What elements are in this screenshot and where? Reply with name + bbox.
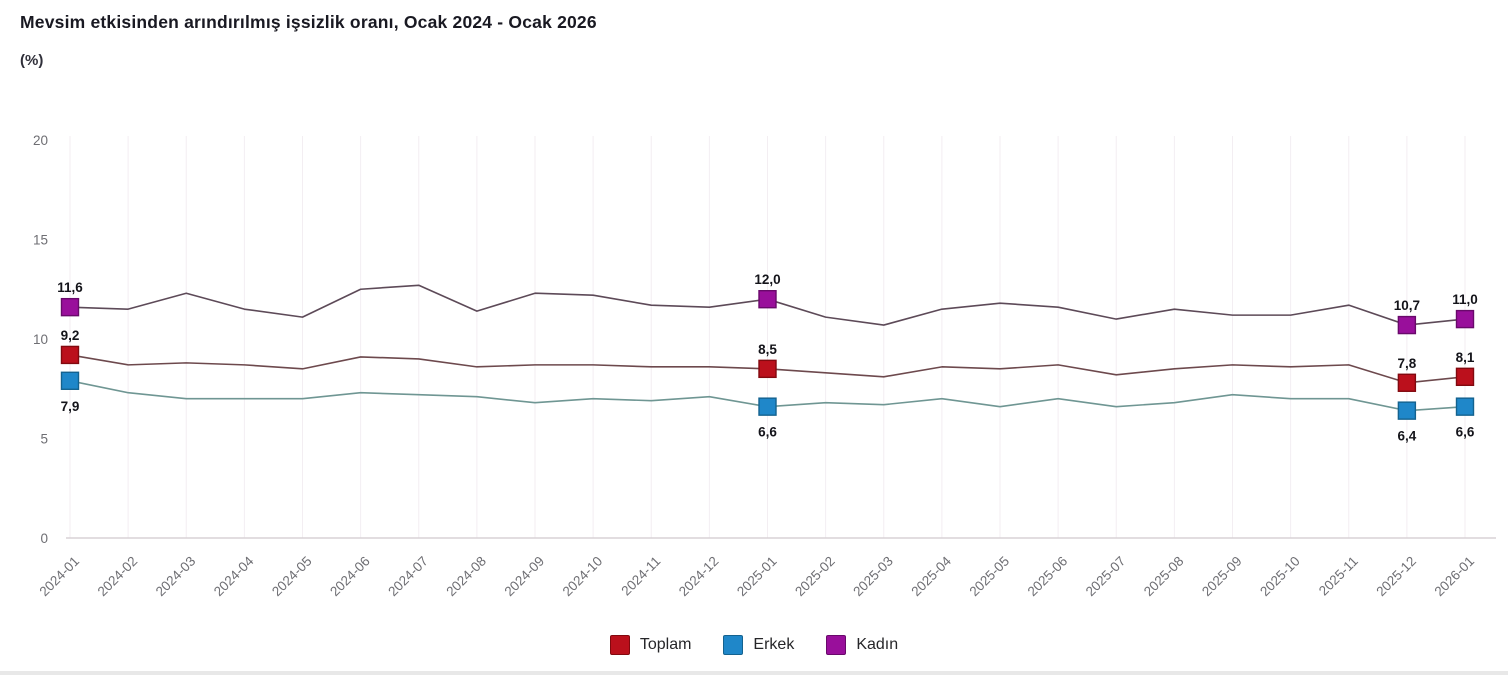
x-tick-2024-09: 2024-09 bbox=[501, 554, 547, 600]
marker-erkek-2024-01 bbox=[60, 371, 80, 390]
x-tick-2025-08: 2025-08 bbox=[1141, 554, 1187, 600]
legend-swatch-erkek bbox=[723, 635, 744, 655]
x-tick-2024-12: 2024-12 bbox=[676, 554, 722, 600]
x-tick-2024-08: 2024-08 bbox=[443, 554, 489, 600]
marker-toplam-2025-01 bbox=[758, 359, 777, 379]
data-label-erkek-2026-01: 6,6 bbox=[1456, 425, 1475, 440]
marker-toplam-2024-01 bbox=[60, 345, 80, 365]
x-tick-2024-05: 2024-05 bbox=[269, 554, 315, 600]
y-tick-10: 10 bbox=[33, 332, 48, 347]
y-tick-20: 20 bbox=[33, 133, 48, 148]
marker-toplam-2026-01 bbox=[1455, 367, 1475, 387]
data-label-toplam-2025-01: 8,5 bbox=[758, 342, 777, 357]
page-bottom-bar bbox=[0, 671, 1508, 675]
data-label-toplam-2026-01: 8,1 bbox=[1456, 350, 1475, 365]
data-label-kadın-2025-12: 10,7 bbox=[1394, 298, 1420, 313]
data-label-erkek-2025-12: 6,4 bbox=[1397, 429, 1416, 444]
legend-label-toplam: Toplam bbox=[639, 636, 692, 653]
marker-erkek-2025-01 bbox=[758, 397, 777, 416]
x-tick-2025-06: 2025-06 bbox=[1025, 554, 1071, 600]
data-label-kadın-2025-01: 12,0 bbox=[754, 272, 780, 287]
chart-unit-label: (%) bbox=[20, 52, 44, 69]
data-label-erkek-2024-01: 7,9 bbox=[61, 399, 80, 414]
data-label-toplam-2025-12: 7,8 bbox=[1397, 356, 1416, 371]
marker-kadın-2025-12 bbox=[1397, 315, 1417, 335]
legend-item-kadin[interactable]: Kadın bbox=[826, 635, 898, 655]
x-tick-2025-02: 2025-02 bbox=[792, 554, 838, 600]
marker-erkek-2026-01 bbox=[1455, 397, 1475, 416]
chart-legend: Toplam Erkek Kadın bbox=[0, 635, 1508, 655]
marker-kadın-2024-01 bbox=[60, 297, 80, 317]
marker-toplam-2025-12 bbox=[1397, 373, 1417, 392]
marker-erkek-2025-12 bbox=[1397, 401, 1417, 420]
y-tick-5: 5 bbox=[40, 432, 48, 447]
x-tick-2024-02: 2024-02 bbox=[95, 554, 141, 600]
x-tick-2025-01: 2025-01 bbox=[734, 554, 780, 600]
x-tick-2024-10: 2024-10 bbox=[560, 554, 606, 600]
x-tick-2025-07: 2025-07 bbox=[1083, 554, 1129, 600]
marker-kadın-2025-01 bbox=[758, 290, 777, 309]
legend-swatch-kadin bbox=[826, 635, 847, 655]
marker-kadın-2026-01 bbox=[1455, 309, 1475, 329]
x-tick-2024-03: 2024-03 bbox=[153, 554, 199, 600]
legend-label-kadin: Kadın bbox=[856, 636, 899, 653]
chart-title: Mevsim etkisinden arındırılmış işsizlik … bbox=[20, 12, 597, 32]
legend-item-toplam[interactable]: Toplam bbox=[609, 635, 692, 655]
data-label-toplam-2024-01: 9,2 bbox=[61, 328, 80, 343]
x-tick-2024-11: 2024-11 bbox=[618, 554, 663, 599]
x-tick-2024-06: 2024-06 bbox=[327, 554, 373, 600]
legend-label-erkek: Erkek bbox=[753, 636, 795, 653]
y-tick-0: 0 bbox=[40, 531, 48, 546]
y-tick-15: 15 bbox=[33, 233, 48, 248]
x-tick-2024-04: 2024-04 bbox=[211, 553, 257, 599]
x-tick-2025-03: 2025-03 bbox=[850, 554, 896, 600]
data-label-kadın-2024-01: 11,6 bbox=[57, 280, 83, 295]
x-tick-2025-04: 2025-04 bbox=[908, 553, 954, 599]
legend-item-erkek[interactable]: Erkek bbox=[723, 635, 794, 655]
data-label-kadın-2026-01: 11,0 bbox=[1452, 292, 1478, 307]
x-tick-2025-11: 2025-11 bbox=[1316, 554, 1361, 599]
x-tick-2025-12: 2025-12 bbox=[1373, 554, 1419, 600]
x-tick-2025-05: 2025-05 bbox=[966, 554, 1012, 600]
x-tick-2024-07: 2024-07 bbox=[385, 554, 431, 600]
x-tick-2024-01: 2024-01 bbox=[36, 554, 82, 600]
x-tick-2026-01: 2026-01 bbox=[1431, 554, 1477, 600]
legend-swatch-toplam bbox=[609, 635, 630, 655]
x-tick-2025-09: 2025-09 bbox=[1199, 554, 1245, 600]
data-label-erkek-2025-01: 6,6 bbox=[758, 425, 777, 440]
x-tick-2025-10: 2025-10 bbox=[1257, 554, 1303, 600]
